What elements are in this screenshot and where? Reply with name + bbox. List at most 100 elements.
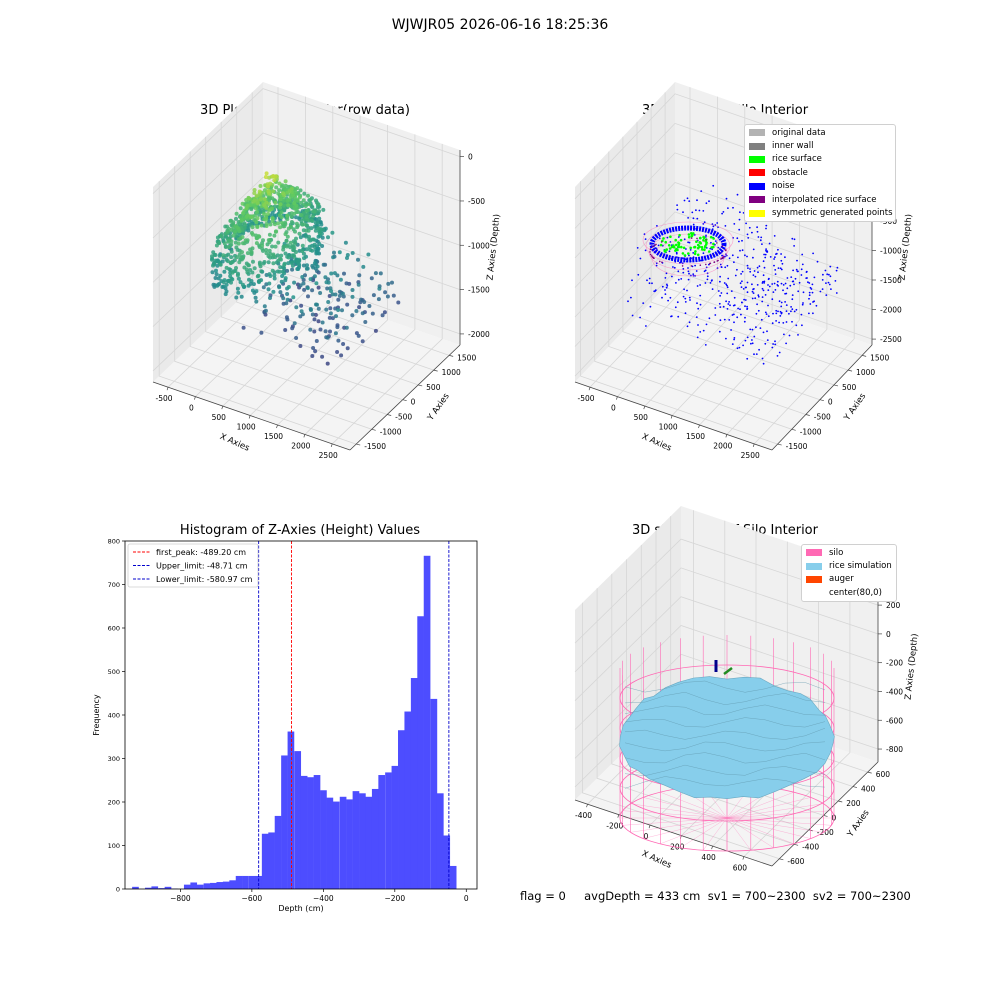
data-point <box>288 240 293 245</box>
data-point <box>313 217 318 222</box>
data-point <box>313 312 318 317</box>
data-point <box>295 198 300 203</box>
data-point <box>324 307 329 312</box>
data-point <box>239 218 244 223</box>
legend-item: silo <box>802 546 896 559</box>
data-point <box>245 270 250 275</box>
legend-swatch <box>749 129 765 137</box>
x-tick <box>330 443 333 447</box>
data-point <box>236 290 241 295</box>
data-point <box>335 325 340 330</box>
data-point <box>235 273 240 278</box>
data-point <box>304 228 309 233</box>
data-point <box>294 336 299 340</box>
legend-swatch <box>806 589 822 596</box>
data-point <box>215 235 220 240</box>
x-gridline <box>304 134 416 435</box>
data-point <box>285 297 290 302</box>
data-point <box>252 191 257 196</box>
data-point <box>234 266 238 270</box>
data-point <box>336 308 341 312</box>
legend-swatch <box>806 575 822 583</box>
x-tick-label: 0 <box>189 404 194 413</box>
data-point <box>299 218 304 223</box>
data-point <box>328 306 333 311</box>
data-point <box>357 305 362 310</box>
data-point <box>290 267 295 272</box>
data-point <box>314 198 318 203</box>
y-tick-label: -1500 <box>364 442 386 451</box>
data-point <box>283 232 288 237</box>
y-gridline <box>220 121 419 386</box>
data-point <box>337 293 342 298</box>
data-point <box>237 260 242 265</box>
data-point <box>362 300 367 304</box>
data-point <box>224 265 229 270</box>
data-point <box>294 236 298 241</box>
data-point <box>216 276 221 281</box>
data-point <box>286 285 291 289</box>
x-gridline <box>195 96 306 397</box>
data-point <box>272 178 277 183</box>
data-point <box>343 240 348 245</box>
data-point <box>228 218 233 223</box>
data-point <box>272 273 277 278</box>
data-point <box>246 196 251 201</box>
data-point <box>309 308 313 312</box>
legend-label: original data <box>772 127 826 138</box>
legend-swatch <box>749 169 765 177</box>
data-point <box>268 296 272 300</box>
left-pane <box>153 82 263 382</box>
data-point <box>293 206 297 211</box>
data-point <box>312 317 317 322</box>
data-point <box>261 285 266 290</box>
data-point <box>310 312 315 317</box>
x-tick <box>166 387 169 391</box>
data-point <box>373 328 378 333</box>
legend-item: symmetric generated points <box>745 206 895 219</box>
data-point <box>270 196 275 201</box>
data-point <box>257 189 262 194</box>
data-point <box>330 316 335 321</box>
data-point <box>220 285 225 289</box>
data-point <box>356 282 361 287</box>
data-point <box>277 181 282 186</box>
data-point <box>240 250 244 255</box>
data-point <box>342 271 346 276</box>
data-point <box>272 222 277 227</box>
data-point <box>315 264 320 269</box>
data-point <box>276 240 281 245</box>
x-tick-label: -500 <box>156 394 173 403</box>
data-point <box>237 229 242 234</box>
data-point <box>284 238 289 243</box>
data-point <box>210 270 215 275</box>
data-point <box>235 286 240 291</box>
data-point <box>330 292 335 297</box>
data-point <box>229 239 234 244</box>
legend-item: interpolated rice surface <box>745 193 895 206</box>
data-point <box>278 290 283 295</box>
legend-item: inner wall <box>745 139 895 152</box>
data-point <box>246 225 251 230</box>
data-point <box>318 291 323 295</box>
data-point <box>325 361 330 366</box>
data-point <box>308 198 313 202</box>
legend-label: obstacle <box>772 167 808 178</box>
data-point <box>223 292 228 297</box>
data-point <box>262 197 267 202</box>
data-point <box>317 242 322 246</box>
data-point <box>229 249 234 254</box>
data-point <box>333 331 338 336</box>
data-point <box>241 241 245 246</box>
data-point <box>328 311 333 316</box>
data-point <box>360 339 365 344</box>
data-point <box>304 266 309 271</box>
data-point <box>254 299 259 304</box>
data-point <box>253 295 258 300</box>
data-point <box>256 273 261 278</box>
data-point <box>293 229 297 234</box>
legend-label: rice simulation <box>829 561 892 572</box>
data-point <box>361 264 366 269</box>
data-point <box>345 253 350 257</box>
